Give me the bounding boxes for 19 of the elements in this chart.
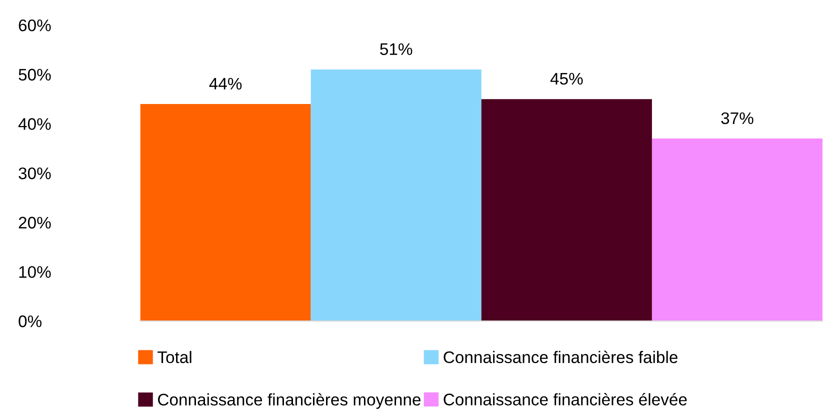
legend-label: Connaissance financières moyenne (158, 393, 420, 409)
y-tick-label: 60% (18, 19, 51, 32)
legend-label: Connaissance financières faible (444, 350, 678, 364)
data-label: 44% (209, 78, 242, 90)
y-tick-label: 40% (18, 118, 51, 130)
y-tick-label: 20% (18, 216, 51, 229)
bar (140, 104, 311, 322)
data-label: 37% (721, 112, 754, 124)
data-label: 45% (550, 72, 583, 85)
bar (652, 138, 823, 322)
y-tick-label: 0% (18, 315, 42, 328)
legend-label: Total (158, 350, 192, 364)
y-tick-label: 30% (18, 167, 51, 180)
y-tick-label: 50% (18, 68, 51, 81)
y-tick-label: 10% (19, 266, 51, 278)
bar (310, 69, 482, 322)
legend-label: Connaissance financières élevée (444, 393, 687, 406)
data-label: 51% (380, 43, 412, 56)
bar (481, 99, 652, 322)
